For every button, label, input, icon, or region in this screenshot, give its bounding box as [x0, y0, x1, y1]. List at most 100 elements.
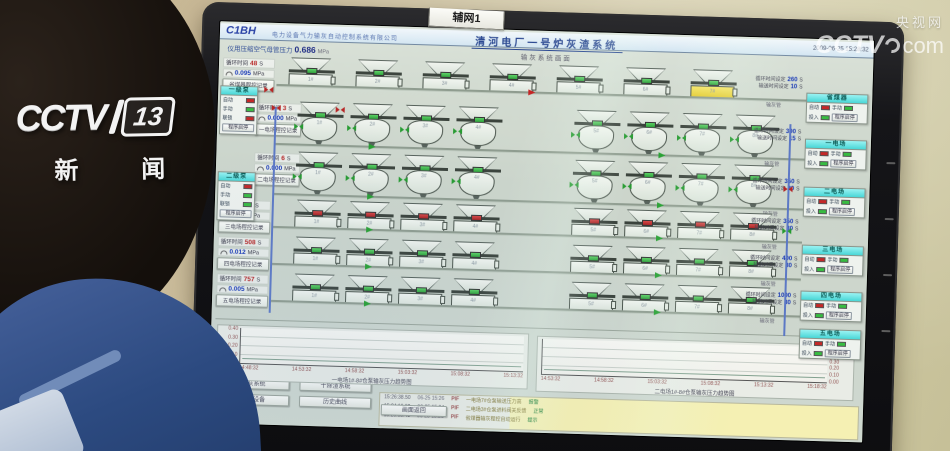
- program-start-stop-button[interactable]: 程序启停: [825, 311, 852, 321]
- discharge-valve-icon[interactable]: [453, 128, 462, 135]
- maintenance-valve-icon[interactable]: [336, 107, 345, 114]
- discharge-valve-icon[interactable]: [677, 135, 686, 142]
- flow-arrow-icon: [658, 152, 666, 159]
- input-indicator[interactable]: [814, 312, 824, 318]
- hopper-unit: 5#: [571, 208, 618, 238]
- manual-indicator[interactable]: [839, 257, 849, 263]
- manual-indicator[interactable]: [838, 303, 848, 309]
- input-indicator[interactable]: [817, 208, 828, 214]
- program-start-stop-button[interactable]: 程序启停: [830, 159, 857, 169]
- flow-arrow-icon: [654, 272, 663, 279]
- input-indicator[interactable]: [819, 160, 829, 166]
- manual-indicator[interactable]: [842, 151, 852, 157]
- program-record-button[interactable]: 三电场程控记录: [218, 220, 271, 234]
- discharge-valve-icon[interactable]: [399, 177, 408, 184]
- pump-state-indicator[interactable]: [245, 107, 255, 113]
- hopper-unit: 3#: [399, 240, 446, 269]
- nav-button-return[interactable]: 画面返回: [380, 404, 447, 418]
- transport-vessel-icon: 7#: [683, 128, 721, 154]
- manual-indicator[interactable]: [836, 341, 847, 347]
- hopper-unit: 1#: [292, 273, 339, 303]
- hopper-unit: 7#: [677, 113, 727, 158]
- vendor-logo: C1BH: [225, 24, 257, 38]
- nav-button-history-curve[interactable]: 历史曲线: [298, 395, 372, 409]
- header-valve-icon[interactable]: [272, 105, 281, 112]
- hopper-unit: 6#: [622, 161, 672, 206]
- input-indicator[interactable]: [816, 266, 826, 272]
- bezel-button[interactable]: [881, 329, 891, 333]
- hopper-unit: 5#: [556, 65, 603, 95]
- riser-valve-icon[interactable]: [782, 228, 791, 235]
- flow-arrow-icon: [656, 202, 665, 209]
- discharge-valve-icon[interactable]: [675, 185, 684, 192]
- hopper-unit: 5#: [569, 160, 619, 205]
- pump-state-indicator[interactable]: [243, 192, 253, 199]
- pump-state-indicator[interactable]: [245, 98, 256, 104]
- input-indicator[interactable]: [820, 114, 830, 120]
- discharge-valve-icon[interactable]: [347, 125, 356, 132]
- discharge-valve-icon[interactable]: [293, 173, 302, 180]
- cctv13-logo: CCTV 13 新 闻: [15, 94, 193, 186]
- discharge-valve-icon[interactable]: [346, 175, 355, 182]
- transport-vessel-icon: 3#: [406, 119, 444, 145]
- auto-indicator[interactable]: [819, 151, 829, 157]
- field-control-panel: 三电场 自动 手动 投入 程序启停: [801, 244, 864, 277]
- channel-number: 13: [120, 96, 176, 137]
- bezel-button[interactable]: [884, 218, 894, 221]
- hopper-unit: 4#: [452, 241, 499, 271]
- hopper-unit: 7#: [675, 248, 723, 278]
- transport-vessel-icon: 6#: [629, 176, 666, 202]
- transport-vessel-icon: 4#: [458, 171, 495, 197]
- pump-state-indicator[interactable]: [243, 183, 253, 190]
- hopper-unit: 2#: [347, 103, 397, 148]
- bezel-button[interactable]: [886, 162, 896, 165]
- auto-indicator[interactable]: [820, 105, 831, 111]
- pressure-gauge-icon: [225, 70, 233, 76]
- transport-vessel-icon: 4#: [459, 121, 497, 147]
- discharge-valve-icon[interactable]: [571, 132, 580, 139]
- program-start-stop-button[interactable]: 程序启停: [831, 113, 858, 123]
- header-valve-icon[interactable]: [264, 87, 273, 94]
- hopper-unit: 3#: [422, 61, 469, 91]
- discharge-valve-icon[interactable]: [569, 182, 578, 189]
- pump-state-indicator[interactable]: [245, 116, 255, 122]
- pressure-gauge-icon: [256, 165, 265, 171]
- field-control-panel: 五电场 自动 手动 投入 程序启停: [798, 328, 862, 361]
- transport-vessel-icon: 7#: [682, 178, 719, 204]
- bezel-button[interactable]: [883, 273, 893, 277]
- auto-indicator[interactable]: [818, 199, 828, 205]
- trend-chart: 0.400.300.200.100.0014:48:3214:53:3214:5…: [215, 324, 530, 390]
- discharge-valve-icon[interactable]: [622, 183, 631, 190]
- hopper-unit: 4#: [453, 204, 500, 234]
- hopper-unit: 6#: [623, 67, 670, 97]
- pipe-pressure-readout: 0.005 MPa: [216, 284, 269, 295]
- pump-state-indicator[interactable]: [242, 201, 252, 208]
- discharge-valve-icon[interactable]: [452, 178, 461, 185]
- auto-indicator[interactable]: [813, 340, 824, 347]
- program-record-button[interactable]: 四电场程控记录: [216, 257, 270, 271]
- auto-indicator[interactable]: [815, 302, 825, 309]
- riser-valve-icon[interactable]: [783, 186, 792, 193]
- watermark-swirl-icon: [882, 35, 904, 56]
- discharge-valve-icon[interactable]: [294, 123, 303, 130]
- cycle-time-readout: 循环时间 6 S: [254, 152, 301, 164]
- auto-indicator[interactable]: [816, 257, 826, 263]
- program-start-stop-button[interactable]: 程序启停: [824, 349, 851, 359]
- flow-arrow-icon: [653, 309, 661, 316]
- hopper-unit: 1#: [293, 236, 340, 266]
- flow-arrow-icon: [366, 226, 374, 233]
- program-record-button[interactable]: 五电场程控记录: [215, 294, 269, 308]
- program-start-stop-button[interactable]: 程序启停: [828, 207, 856, 217]
- input-indicator[interactable]: [813, 350, 823, 356]
- discharge-valve-icon[interactable]: [624, 133, 633, 140]
- program-start-stop-button[interactable]: 程序启停: [827, 265, 854, 275]
- transport-vessel-icon: 2#: [352, 168, 389, 194]
- hopper-unit: 1#: [293, 152, 343, 197]
- manual-indicator[interactable]: [843, 105, 854, 112]
- discharge-valve-icon[interactable]: [400, 127, 409, 134]
- hopper-unit: 2#: [355, 59, 402, 89]
- manual-indicator[interactable]: [841, 199, 851, 205]
- program-start-stop-button[interactable]: 程序启停: [222, 123, 255, 133]
- program-start-stop-button[interactable]: 程序启停: [219, 209, 252, 219]
